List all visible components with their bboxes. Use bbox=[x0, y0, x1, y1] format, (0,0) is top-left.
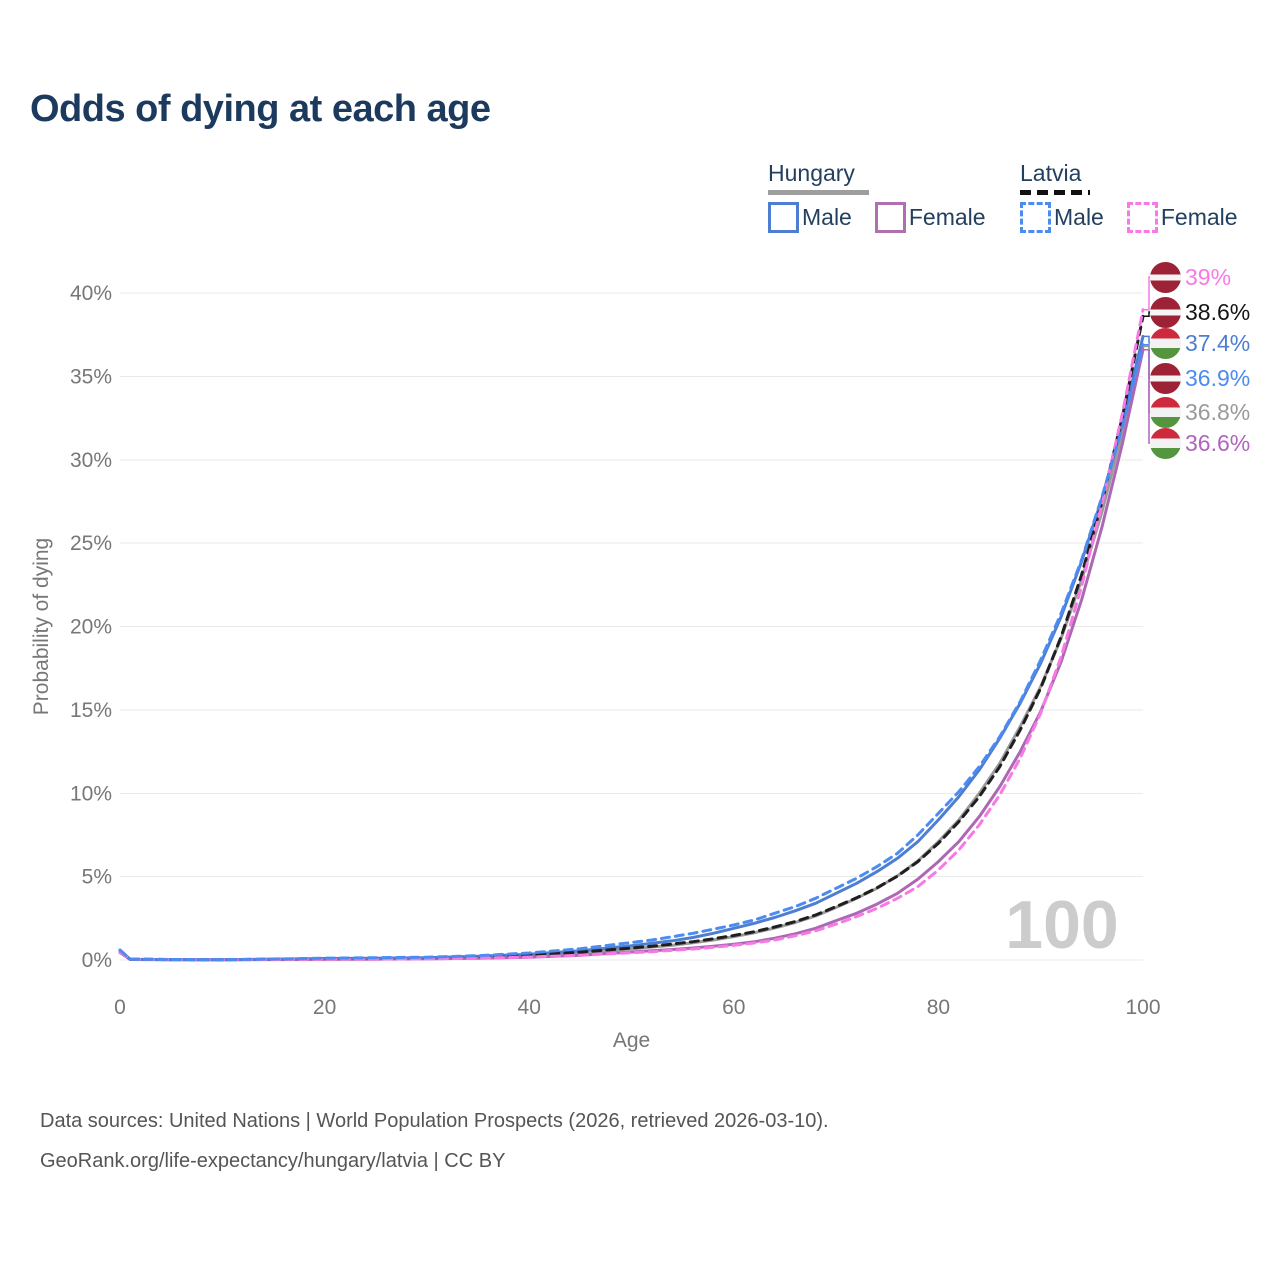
latvia-flag-icon bbox=[1150, 261, 1181, 293]
series-latvia-male[interactable] bbox=[118, 343, 1145, 962]
latvia-flag-icon bbox=[1150, 296, 1181, 328]
series-latvia-both-sexes[interactable] bbox=[118, 314, 1145, 962]
x-tick-label: 40 bbox=[518, 996, 541, 1019]
x-axis-title: Age bbox=[613, 1029, 650, 1052]
legend-hungary-male[interactable]: Male bbox=[802, 204, 852, 230]
x-tick-label: 0 bbox=[114, 996, 126, 1019]
end-label-value: 36.8% bbox=[1185, 398, 1251, 425]
end-label-value: 39% bbox=[1185, 263, 1232, 290]
page-title: Odds of dying at each age bbox=[30, 88, 491, 130]
y-tick-label: 30% bbox=[70, 449, 112, 472]
y-tick-label: 15% bbox=[70, 699, 112, 722]
data-source-line1: Data sources: United Nations | World Pop… bbox=[40, 1110, 829, 1132]
legend-latvia-title: Latvia bbox=[1020, 160, 1082, 186]
series-latvia-female[interactable] bbox=[118, 308, 1145, 962]
series-hungary-female[interactable] bbox=[118, 348, 1145, 962]
y-tick-label: 35% bbox=[70, 365, 112, 388]
y-tick-label: 25% bbox=[70, 532, 112, 555]
legend-hungary-title: Hungary bbox=[768, 160, 855, 186]
latvia-male-swatch-icon[interactable] bbox=[1020, 202, 1051, 233]
series-hungary-male[interactable] bbox=[118, 334, 1145, 962]
x-tick-label: 80 bbox=[927, 996, 950, 1019]
end-label-value: 36.9% bbox=[1185, 364, 1251, 391]
y-tick-label: 40% bbox=[70, 282, 112, 305]
legend-hungary-female[interactable]: Female bbox=[908, 204, 986, 230]
data-source-line2: GeoRank.org/life-expectancy/hungary/latv… bbox=[40, 1150, 506, 1172]
x-tick-label: 20 bbox=[313, 996, 336, 1019]
legend-latvia-female[interactable]: Female bbox=[1160, 204, 1238, 230]
end-label-value: 38.6% bbox=[1185, 298, 1251, 325]
legend-latvia-male[interactable]: Male bbox=[1054, 204, 1104, 230]
x-tick-label: 100 bbox=[1125, 996, 1160, 1019]
end-label-hungary-female: 36.6% bbox=[1150, 426, 1250, 460]
hungary-female-swatch-icon[interactable] bbox=[874, 202, 906, 233]
y-tick-label: 0% bbox=[82, 949, 112, 972]
end-label-hungary-male: 37.4% bbox=[1150, 326, 1250, 360]
latvia-female-swatch-icon[interactable] bbox=[1126, 202, 1158, 233]
y-tick-label: 20% bbox=[70, 616, 112, 639]
end-label-latvia-both: 38.6% bbox=[1150, 295, 1250, 329]
y-tick-label: 5% bbox=[82, 866, 112, 889]
latvia-flag-icon bbox=[1150, 362, 1181, 394]
hungary-flag-icon bbox=[1150, 327, 1181, 359]
hungary-solid-line-sample bbox=[768, 190, 869, 195]
end-label-hungary-both: 36.8% bbox=[1150, 395, 1250, 429]
hungary-flag-icon bbox=[1150, 427, 1181, 459]
legend-group-hungary: Hungary Male Female bbox=[768, 160, 986, 233]
x-tick-label: 60 bbox=[722, 996, 745, 1019]
age-indicator-watermark: 100 bbox=[1005, 887, 1118, 963]
y-axis-title: Probability of dying bbox=[30, 538, 53, 715]
legend-group-latvia: Latvia Male Female bbox=[1020, 160, 1238, 233]
hungary-flag-icon bbox=[1150, 396, 1181, 428]
end-label-latvia-male: 36.9% bbox=[1150, 361, 1250, 395]
end-label-value: 36.6% bbox=[1185, 429, 1251, 456]
end-label-value: 37.4% bbox=[1185, 329, 1251, 356]
latvia-dashed-line-sample bbox=[1020, 190, 1090, 195]
series-hungary-both-sexes[interactable] bbox=[118, 344, 1145, 962]
hungary-male-swatch-icon[interactable] bbox=[768, 202, 799, 233]
end-label-latvia-female: 39% bbox=[1150, 260, 1231, 294]
y-tick-label: 10% bbox=[70, 782, 112, 805]
